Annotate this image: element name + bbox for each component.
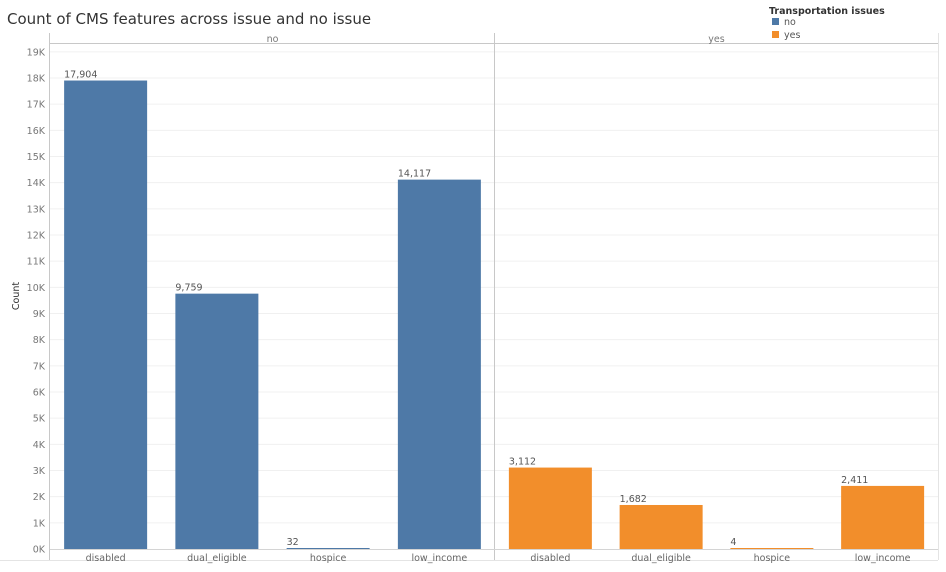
x-tick-label: hospice bbox=[754, 553, 791, 564]
legend-title: Transportation issues bbox=[769, 6, 885, 17]
y-tick-label: 16K bbox=[27, 126, 46, 137]
y-tick-label: 15K bbox=[27, 152, 46, 163]
x-tick-label: dual_eligible bbox=[631, 553, 691, 564]
legend-label-no: no bbox=[784, 17, 796, 28]
y-tick-label: 12K bbox=[27, 231, 46, 242]
data-label: 4 bbox=[730, 537, 736, 548]
y-tick-label: 11K bbox=[27, 257, 46, 268]
bar-yes-dual_eligible[interactable] bbox=[619, 504, 703, 549]
bar-yes-low_income[interactable] bbox=[841, 485, 925, 549]
legend-swatch-yes bbox=[772, 31, 779, 38]
y-tick-label: 18K bbox=[27, 74, 46, 85]
bar-no-low_income[interactable] bbox=[397, 179, 481, 549]
x-tick-label: low_income bbox=[855, 553, 911, 564]
y-tick-label: 1K bbox=[33, 518, 46, 529]
legend-swatch-no bbox=[772, 18, 779, 25]
y-tick-label: 14K bbox=[27, 178, 46, 189]
y-tick-label: 4K bbox=[33, 440, 46, 451]
y-tick-label: 17K bbox=[27, 100, 46, 111]
data-label: 3,112 bbox=[509, 457, 536, 468]
bar-yes-hospice[interactable] bbox=[730, 548, 814, 549]
y-tick-label: 0K bbox=[33, 545, 46, 556]
x-tick-label: low_income bbox=[411, 553, 467, 564]
y-tick-label: 3K bbox=[33, 466, 46, 477]
y-tick-label: 8K bbox=[33, 335, 46, 346]
y-axis-label: Count bbox=[11, 282, 22, 310]
data-label: 14,117 bbox=[398, 169, 431, 180]
x-tick-label: dual_eligible bbox=[187, 553, 247, 564]
data-label: 9,759 bbox=[175, 283, 202, 294]
facet-header-no: no bbox=[267, 34, 279, 45]
y-tick-label: 19K bbox=[27, 47, 46, 58]
x-tick-label: hospice bbox=[310, 553, 347, 564]
y-tick-label: 10K bbox=[27, 283, 46, 294]
bar-no-hospice[interactable] bbox=[286, 548, 370, 549]
data-label: 17,904 bbox=[64, 70, 97, 81]
x-tick-label: disabled bbox=[86, 553, 126, 564]
data-label: 2,411 bbox=[841, 475, 868, 486]
bar-no-disabled[interactable] bbox=[64, 80, 148, 549]
bar-no-dual_eligible[interactable] bbox=[175, 293, 259, 549]
bar-yes-disabled[interactable] bbox=[508, 467, 592, 549]
data-label: 1,682 bbox=[620, 494, 647, 505]
y-tick-label: 7K bbox=[33, 361, 46, 372]
y-tick-label: 9K bbox=[33, 309, 46, 320]
chart-title: Count of CMS features across issue and n… bbox=[7, 10, 371, 28]
facet-header-yes: yes bbox=[708, 34, 724, 45]
legend: Transportation issues no yes bbox=[769, 6, 885, 41]
y-tick-label: 5K bbox=[33, 414, 46, 425]
legend-label-yes: yes bbox=[784, 30, 800, 41]
data-label: 32 bbox=[287, 537, 299, 548]
y-tick-label: 13K bbox=[27, 204, 46, 215]
y-tick-label: 6K bbox=[33, 388, 46, 399]
x-tick-label: disabled bbox=[530, 553, 570, 564]
y-tick-label: 2K bbox=[33, 492, 46, 503]
